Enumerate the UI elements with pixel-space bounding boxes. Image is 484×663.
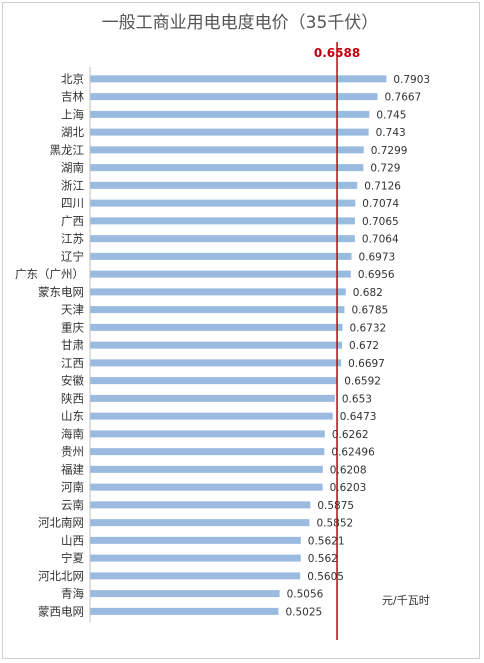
category-label: 云南 bbox=[61, 498, 84, 512]
value-label: 0.7065 bbox=[362, 216, 399, 228]
category-label: 上海 bbox=[61, 107, 84, 121]
category-label: 海南 bbox=[61, 427, 84, 441]
value-label: 0.682 bbox=[353, 287, 383, 299]
value-label: 0.5056 bbox=[287, 589, 324, 601]
category-label: 四川 bbox=[61, 196, 84, 210]
chart-title: 一般工商业用电电度电价（35千伏） bbox=[102, 13, 379, 33]
category-label: 甘肃 bbox=[61, 338, 84, 352]
category-label: 吉林 bbox=[61, 90, 84, 104]
bar bbox=[90, 306, 345, 314]
bar bbox=[90, 483, 323, 491]
bar bbox=[90, 607, 279, 615]
bar bbox=[90, 181, 358, 189]
bar bbox=[90, 128, 369, 136]
bar bbox=[90, 323, 343, 331]
category-label: 河南 bbox=[61, 480, 84, 494]
value-label: 0.6203 bbox=[330, 482, 367, 494]
category-label: 蒙东电网 bbox=[38, 285, 84, 299]
category-label: 河北北网 bbox=[38, 569, 84, 583]
bar bbox=[90, 199, 356, 207]
value-label: 0.62496 bbox=[331, 447, 375, 459]
category-label: 山东 bbox=[61, 409, 84, 423]
category-label: 广西 bbox=[61, 214, 84, 228]
value-label: 0.6785 bbox=[351, 305, 388, 317]
category-label: 辽宁 bbox=[61, 249, 84, 263]
category-label: 河北南网 bbox=[38, 516, 84, 530]
bar bbox=[90, 164, 364, 172]
category-label: 天津 bbox=[61, 303, 84, 317]
value-label: 0.5875 bbox=[317, 500, 354, 512]
category-label: 黑龙江 bbox=[50, 143, 85, 157]
category-label: 广东（广州） bbox=[15, 267, 84, 281]
value-label: 0.7903 bbox=[393, 74, 430, 86]
bar bbox=[90, 412, 333, 420]
bar bbox=[90, 465, 323, 473]
category-label: 山西 bbox=[61, 533, 84, 547]
value-label: 0.7667 bbox=[385, 92, 422, 104]
bar bbox=[90, 430, 325, 438]
bar bbox=[90, 235, 355, 243]
value-label: 0.743 bbox=[376, 127, 406, 139]
value-label: 0.729 bbox=[370, 163, 400, 175]
value-label: 0.6732 bbox=[349, 322, 386, 334]
value-label: 0.745 bbox=[376, 109, 406, 121]
value-label: 0.6208 bbox=[330, 464, 367, 476]
unit-label: 元/千瓦时 bbox=[382, 594, 430, 607]
value-label: 0.562 bbox=[308, 553, 338, 565]
category-label: 贵州 bbox=[61, 445, 84, 459]
bar bbox=[90, 554, 301, 562]
bar bbox=[90, 572, 301, 580]
category-label: 北京 bbox=[61, 72, 84, 86]
value-label: 0.7074 bbox=[362, 198, 399, 210]
bar bbox=[90, 110, 370, 118]
value-label: 0.7064 bbox=[362, 234, 399, 246]
category-label: 重庆 bbox=[61, 320, 84, 334]
bar bbox=[90, 93, 378, 101]
value-label: 0.5025 bbox=[285, 606, 322, 618]
bar bbox=[90, 146, 364, 154]
category-label: 陕西 bbox=[61, 391, 84, 405]
value-label: 0.6973 bbox=[358, 251, 395, 263]
category-label: 安徽 bbox=[61, 374, 84, 388]
category-label: 福建 bbox=[61, 462, 84, 476]
category-label: 江西 bbox=[61, 356, 84, 370]
category-label: 湖南 bbox=[61, 161, 84, 175]
category-label: 浙江 bbox=[61, 178, 84, 192]
bar bbox=[90, 448, 325, 456]
bar bbox=[90, 394, 335, 402]
value-label: 0.653 bbox=[342, 393, 372, 405]
bar bbox=[90, 217, 355, 225]
value-label: 0.5605 bbox=[307, 571, 344, 583]
bar bbox=[90, 501, 311, 509]
bar bbox=[90, 270, 351, 278]
category-label: 宁夏 bbox=[61, 551, 84, 565]
value-label: 0.6697 bbox=[348, 358, 385, 370]
bar bbox=[90, 341, 342, 349]
bar bbox=[90, 75, 387, 83]
value-label: 0.5621 bbox=[308, 535, 345, 547]
category-label: 蒙西电网 bbox=[38, 604, 84, 618]
bar bbox=[90, 288, 346, 296]
value-label: 0.6592 bbox=[344, 376, 381, 388]
bar bbox=[90, 536, 301, 544]
category-label: 青海 bbox=[61, 587, 84, 601]
value-label: 0.672 bbox=[349, 340, 379, 352]
value-label: 0.6956 bbox=[358, 269, 395, 281]
value-label: 0.6262 bbox=[332, 429, 369, 441]
bar bbox=[90, 590, 280, 598]
bar bbox=[90, 519, 310, 527]
category-label: 湖北 bbox=[61, 125, 84, 139]
value-label: 0.7299 bbox=[371, 145, 408, 157]
value-label: 0.5852 bbox=[316, 518, 353, 530]
bars-layer: 北京 0.7903 吉林 0.7667 上海 0.745 湖北 0.743 黑龙江 0.7299 湖… bbox=[15, 72, 430, 619]
bar bbox=[90, 359, 342, 367]
reference-line-label: 0.6588 bbox=[314, 46, 360, 60]
bar bbox=[90, 377, 338, 385]
value-label: 0.6473 bbox=[340, 411, 377, 423]
value-label: 0.7126 bbox=[364, 180, 401, 192]
category-label: 江苏 bbox=[61, 232, 84, 246]
bar bbox=[90, 252, 352, 260]
